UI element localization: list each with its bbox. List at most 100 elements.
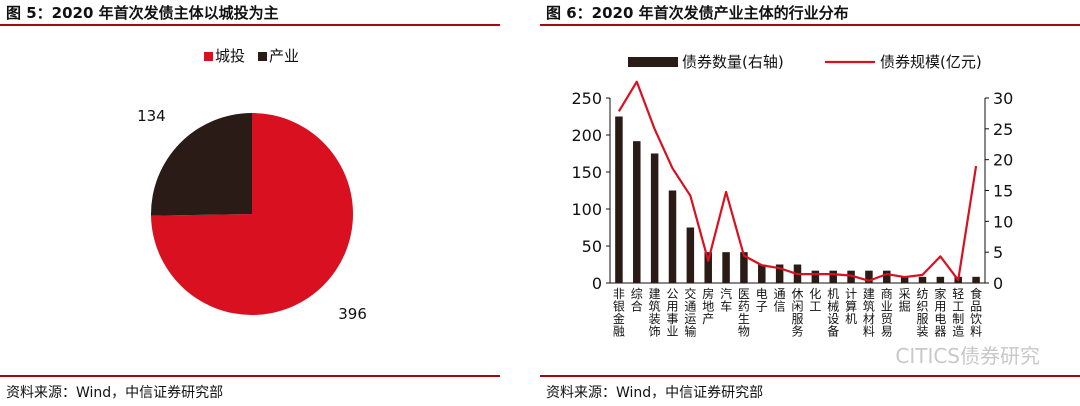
bar (972, 276, 980, 283)
x-tick-char: 融 (613, 325, 625, 339)
x-tick-char: 筑 (863, 299, 875, 314)
title-rule (540, 24, 1080, 26)
bar (865, 270, 873, 283)
source-rule (540, 375, 1080, 377)
x-tick-char: 用 (666, 300, 678, 314)
x-tick-char: 事 (666, 312, 678, 326)
x-tick-char: 轻 (952, 287, 964, 301)
bar (918, 276, 927, 283)
y-right-tick-label: 10 (993, 212, 1013, 231)
x-tick-label: 综合 (631, 287, 643, 314)
x-tick-char: 交 (684, 286, 696, 301)
source-rule (0, 375, 500, 377)
x-tick-char: 生 (738, 312, 750, 326)
x-tick-label: 化工 (809, 287, 821, 314)
x-tick-char: 筑 (649, 299, 661, 314)
y-left-tick-label: 0 (592, 274, 602, 293)
figure-6-title: 图 6：2020 年首次发债产业主体的行业分布 (546, 4, 849, 22)
legend-label-bar: 债券数量(右轴) (682, 53, 784, 71)
x-tick-char: 备 (827, 325, 839, 339)
bar (936, 276, 945, 283)
y-right-tick-label: 25 (993, 120, 1013, 139)
x-tick-char: 金 (613, 311, 625, 326)
x-tick-char: 贸 (881, 312, 893, 326)
y-left-tick-label: 50 (582, 237, 602, 256)
legend-swatch-0 (204, 52, 213, 61)
figure-5-title: 图 5：2020 年首次发债主体以城投为主 (6, 4, 279, 22)
figure-5-source: 资料来源：Wind，中信证券研究部 (6, 385, 224, 401)
x-tick-char: 业 (666, 325, 678, 339)
x-tick-char: 公 (666, 287, 678, 301)
x-tick-char: 汽 (720, 286, 732, 301)
x-tick-char: 输 (684, 324, 696, 339)
x-tick-char: 纺 (916, 287, 928, 301)
x-tick-char: 银 (613, 300, 625, 314)
x-tick-char: 工 (952, 300, 964, 314)
bar (722, 252, 730, 283)
x-tick-char: 装 (649, 312, 661, 326)
x-tick-char: 易 (881, 325, 893, 339)
x-tick-char: 子 (756, 300, 768, 314)
x-tick-char: 服 (791, 312, 803, 326)
x-tick-char: 装 (916, 325, 928, 339)
x-tick-char: 建 (649, 287, 661, 301)
bar (633, 141, 641, 283)
x-tick-char: 料 (863, 325, 875, 339)
x-tick-char: 药 (738, 300, 750, 314)
x-tick-char: 饮 (970, 312, 982, 326)
y-right-tick-label: 30 (993, 89, 1013, 108)
figure-6-panel: 图 6：2020 年首次发债产业主体的行业分布 0 50 100 150 200 250 0… (540, 0, 1080, 406)
title-rule (0, 24, 500, 26)
x-tick-char: 料 (970, 325, 982, 339)
x-tick-char: 产 (702, 312, 714, 326)
x-tick-char: 饰 (649, 325, 661, 339)
bar (615, 116, 623, 283)
x-tick-char: 食 (970, 286, 982, 301)
x-tick-char: 休 (791, 287, 803, 301)
x-tick-label: 计算机 (845, 287, 857, 326)
y-right-tick-label: 15 (993, 182, 1013, 201)
x-tick-char: 建 (863, 287, 875, 301)
x-tick-char: 造 (952, 325, 964, 339)
x-tick-label: 房地产 (702, 286, 714, 326)
pie-slice-0 (151, 113, 353, 316)
bar (758, 264, 766, 283)
figure-6-source: 资料来源：Wind，中信证券研究部 (546, 385, 764, 401)
figure-5-panel: 图 5：2020 年首次发债主体以城投为主 396 134 城投 产业 资料来源：Wi… (0, 0, 500, 406)
y-left-tick-label: 200 (571, 126, 602, 145)
bar (811, 270, 820, 283)
pie-slice-1 (151, 113, 252, 216)
bar (668, 190, 677, 283)
x-tick-char: 商 (881, 286, 893, 301)
x-tick-label: 电子 (756, 287, 768, 314)
y-left-tick-label: 250 (571, 89, 602, 108)
x-tick-char: 信 (774, 300, 786, 314)
x-tick-label: 采掘 (899, 287, 911, 314)
bar (704, 252, 712, 283)
x-tick-char: 非 (613, 287, 625, 301)
x-tick-char: 工 (809, 300, 821, 314)
line-series (617, 80, 978, 282)
x-tick-char: 务 (791, 324, 803, 339)
x-tick-char: 运 (684, 312, 696, 326)
x-tick-char: 车 (720, 299, 732, 314)
legend-label: 城投 (215, 47, 245, 65)
x-tick-char: 电 (934, 312, 946, 326)
legend-swatch-1 (258, 52, 267, 61)
combo-chart: 050100150200250051015202530非银金融综合建筑装饰公用事… (571, 53, 1013, 339)
legend-swatch-bar (628, 57, 678, 67)
x-tick-char: 掘 (899, 299, 911, 314)
y-left-tick-label: 150 (571, 163, 602, 182)
x-tick-char: 闲 (791, 300, 803, 314)
pie-value-label: 396 (338, 305, 367, 323)
